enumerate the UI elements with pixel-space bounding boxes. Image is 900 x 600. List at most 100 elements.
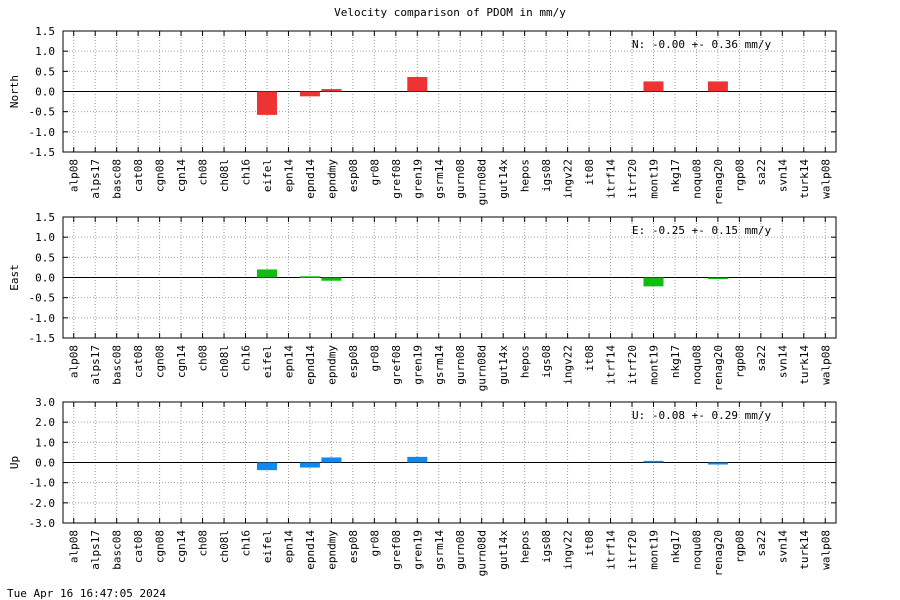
y-tick-label: 0.5 (35, 251, 55, 264)
plot-frame (62, 216, 837, 339)
x-tick-label: eifel (261, 530, 274, 563)
stats-label: U: -0.08 +- 0.29 mm/y (632, 409, 771, 422)
x-tick-label: gurn08d (476, 345, 489, 391)
x-tick-label: ch08l (218, 345, 231, 378)
x-tick-label: svn14 (776, 159, 789, 192)
x-tick-label: itrf14 (605, 159, 618, 199)
x-tick-label: ch08 (197, 530, 210, 557)
bar-eifel (256, 91, 277, 115)
x-tick-label: esp08 (347, 159, 360, 192)
x-tick-label: gsrm14 (433, 345, 446, 385)
x-tick-label: hepos (519, 159, 532, 192)
x-tick-label: gsrm14 (433, 159, 446, 199)
y-tick-label: -2.0 (29, 497, 56, 510)
x-tick-label: renag20 (712, 345, 725, 391)
x-tick-label: nkg17 (669, 159, 682, 192)
x-tick-label: walp08 (819, 345, 832, 385)
x-tick-label: cat08 (132, 345, 145, 378)
y-tick-label: -3.0 (29, 517, 56, 530)
x-tick-label: alp08 (68, 345, 81, 378)
bar-renag20 (707, 81, 728, 92)
x-tick-label: igs08 (540, 530, 553, 563)
x-tick-label: epndmy (325, 159, 338, 199)
x-tick-label: ch08l (218, 530, 231, 563)
x-tick-label: gr08 (368, 159, 381, 186)
x-tick-label: itrf20 (626, 530, 639, 570)
y-tick-label: 1.0 (35, 436, 55, 449)
y-tick-label: 2.0 (35, 416, 55, 429)
x-tick-label: igs08 (540, 159, 553, 192)
bar-mont19 (643, 81, 664, 92)
x-tick-label: epnd14 (304, 345, 317, 385)
y-tick-label: 1.5 (35, 211, 55, 224)
bar-renag20 (707, 462, 728, 465)
x-tick-label: epnd14 (304, 530, 317, 570)
x-tick-label: sa22 (755, 159, 768, 186)
x-tick-label: cgn08 (154, 159, 167, 192)
x-tick-label: rgp08 (733, 345, 746, 378)
x-tick-label: renag20 (712, 530, 725, 576)
y-tick-label: 0.5 (35, 65, 55, 78)
x-tick-label: rgp08 (733, 159, 746, 192)
x-tick-label: mont19 (647, 159, 660, 199)
x-tick-label: sa22 (755, 530, 768, 557)
x-tick-label: gref08 (390, 159, 403, 199)
bar-renag20 (707, 277, 728, 279)
bar-mont19 (643, 277, 664, 287)
y-tick-label: 1.0 (35, 231, 55, 244)
y-tick-label: -0.5 (29, 292, 56, 305)
x-tick-label: itrf20 (626, 159, 639, 199)
bar-eifel (256, 462, 277, 471)
x-tick-label: epndmy (325, 530, 338, 570)
x-tick-label: hepos (519, 345, 532, 378)
x-tick-label: alps17 (89, 345, 102, 385)
x-tick-label: hepos (519, 530, 532, 563)
x-tick-label: gren19 (411, 159, 424, 199)
x-tick-label: basc08 (111, 530, 124, 570)
x-tick-label: cgn14 (175, 345, 188, 378)
x-tick-label: gsrm14 (433, 530, 446, 570)
bar-gren19 (407, 456, 428, 463)
x-tick-label: turk14 (798, 530, 811, 570)
y-tick-label: -1.0 (29, 477, 56, 490)
x-tick-label: ch16 (240, 345, 253, 372)
x-tick-label: gurn08 (454, 530, 467, 570)
x-tick-label: gren19 (411, 530, 424, 570)
stats-label: N: -0.00 +- 0.36 mm/y (632, 38, 771, 51)
x-tick-label: ingv22 (562, 530, 575, 570)
x-tick-label: turk14 (798, 159, 811, 199)
x-tick-label: gut14x (497, 159, 510, 199)
x-tick-label: gut14x (497, 530, 510, 570)
x-tick-label: gr08 (368, 530, 381, 557)
x-tick-label: cgn08 (154, 530, 167, 563)
x-tick-label: it08 (583, 345, 596, 372)
plot-frame (62, 30, 837, 153)
x-tick-label: gr08 (368, 345, 381, 372)
y-tick-label: -1.0 (29, 126, 56, 139)
x-tick-label: noqu08 (690, 530, 703, 570)
x-tick-label: it08 (583, 159, 596, 186)
y-tick-label: 0.0 (35, 272, 55, 285)
x-tick-label: eifel (261, 159, 274, 192)
y-tick-label: -1.5 (29, 146, 56, 159)
x-tick-label: walp08 (819, 159, 832, 199)
x-tick-label: ch16 (240, 159, 253, 186)
x-tick-label: itrf14 (605, 530, 618, 570)
y-tick-label: 0.0 (35, 457, 55, 470)
x-tick-label: esp08 (347, 345, 360, 378)
x-tick-label: rgp08 (733, 530, 746, 563)
x-tick-label: itrf20 (626, 345, 639, 385)
x-tick-label: alp08 (68, 530, 81, 563)
x-tick-label: epnd14 (304, 159, 317, 199)
plot-frame (62, 401, 837, 524)
y-tick-label: -1.0 (29, 312, 56, 325)
x-tick-label: ingv22 (562, 159, 575, 199)
x-tick-label: epn14 (282, 159, 295, 192)
x-tick-label: renag20 (712, 159, 725, 205)
stats-label: E: -0.25 +- 0.15 mm/y (632, 224, 771, 237)
chart-title: Velocity comparison of PDOM in mm/y (334, 6, 566, 19)
x-tick-label: esp08 (347, 530, 360, 563)
x-tick-label: gurn08d (476, 159, 489, 205)
y-tick-label: -0.5 (29, 106, 56, 119)
bar-epnd14 (299, 462, 320, 468)
